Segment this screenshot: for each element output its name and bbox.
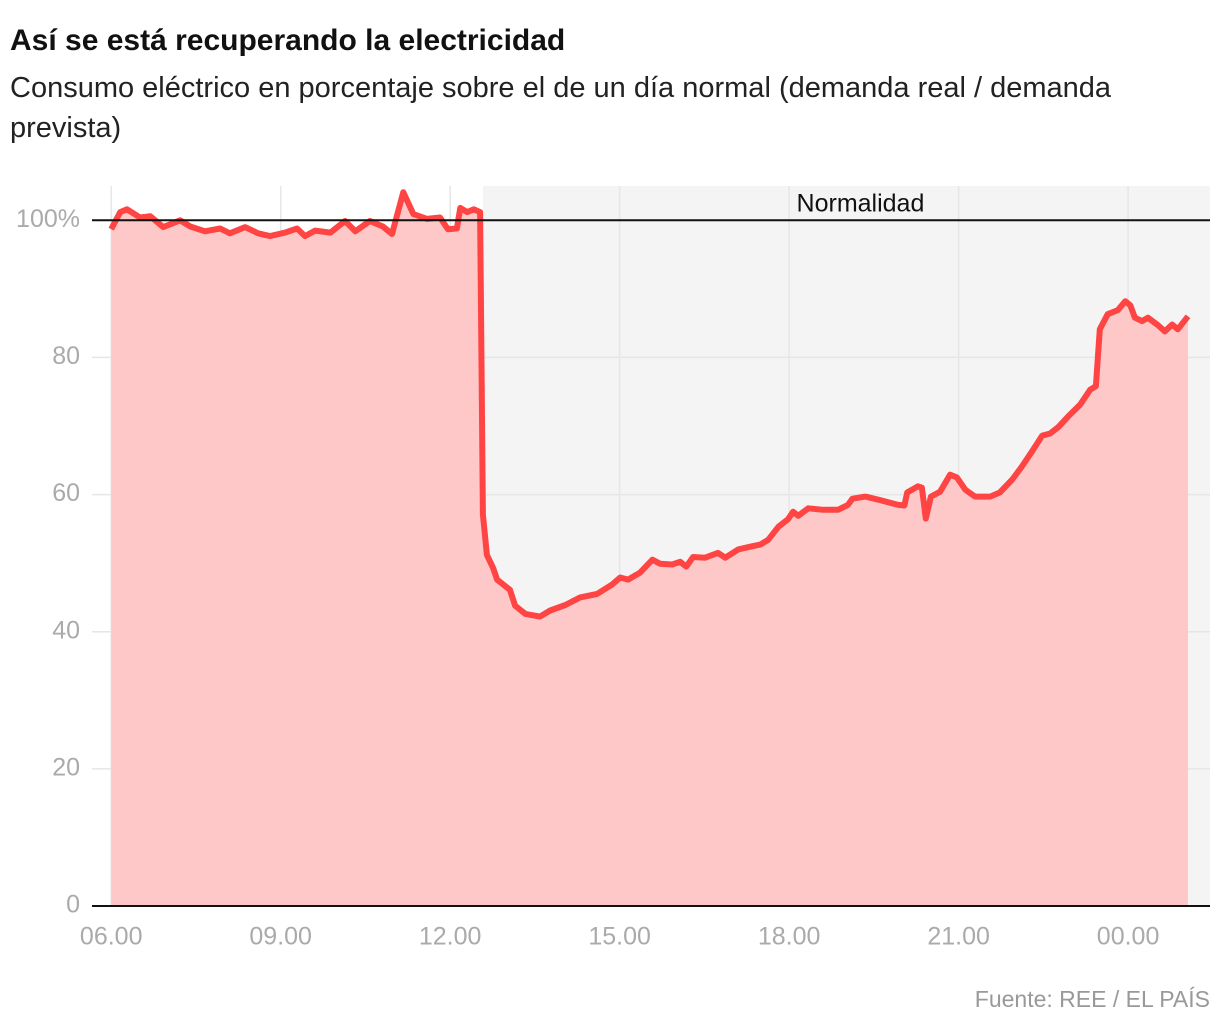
x-tick-label: 09.00 — [249, 923, 312, 951]
source: Fuente: REE / EL PAÍS — [974, 986, 1210, 1012]
y-tick-label: 80 — [52, 342, 80, 370]
x-tick-label: 18.00 — [758, 923, 821, 951]
x-tick-label: 12.00 — [419, 923, 482, 951]
y-tick-label: 0 — [66, 891, 80, 919]
x-tick-label: 15.00 — [588, 923, 651, 951]
chart-title: Así se está recuperando la electricidad — [10, 24, 566, 57]
area — [111, 192, 1189, 906]
line — [108, 189, 1191, 620]
annotation: Normalidad — [797, 190, 925, 218]
x-tick-label: 06.00 — [80, 923, 143, 951]
chart-subtitle: Consumo eléctrico en porcentaje sobre el… — [10, 72, 1112, 144]
x-tick-label: 21.00 — [927, 923, 990, 951]
y-tick-label: 20 — [52, 753, 80, 781]
y-tick-label: 40 — [52, 616, 80, 644]
y-tick-label: 60 — [52, 479, 80, 507]
y-tick-label: 100% — [16, 205, 80, 233]
x-tick-label: 00.00 — [1097, 923, 1160, 951]
